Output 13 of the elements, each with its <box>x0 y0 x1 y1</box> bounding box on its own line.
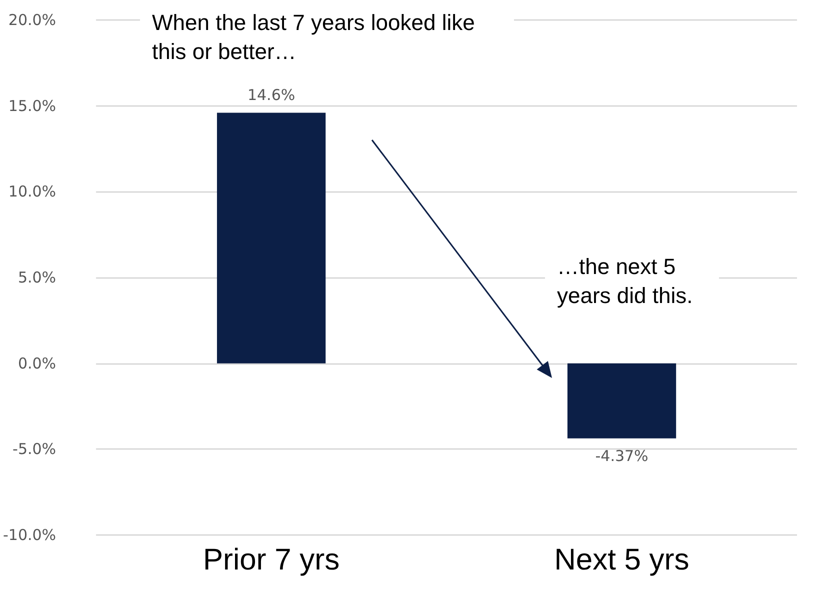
data-label: 14.6% <box>247 86 296 104</box>
annotation: When the last 7 years looked like this or better… <box>152 10 481 64</box>
y-tick-label: -5.0% <box>12 440 56 458</box>
data-label: -4.37% <box>595 446 648 465</box>
x-tick-label: Prior 7 yrs <box>202 544 340 576</box>
y-tick-label: 5.0% <box>18 268 56 286</box>
y-tick-label: 10.0% <box>8 182 56 201</box>
y-tick-label: -10.0% <box>2 526 56 544</box>
x-tick-label: Next 5 yrs <box>554 544 690 576</box>
annotation: …the next 5 years did this. <box>557 254 693 308</box>
y-tick-label: 0.0% <box>18 354 56 372</box>
y-tick-label: 20.0% <box>8 11 56 29</box>
y-tick-label: 15.0% <box>8 96 56 115</box>
